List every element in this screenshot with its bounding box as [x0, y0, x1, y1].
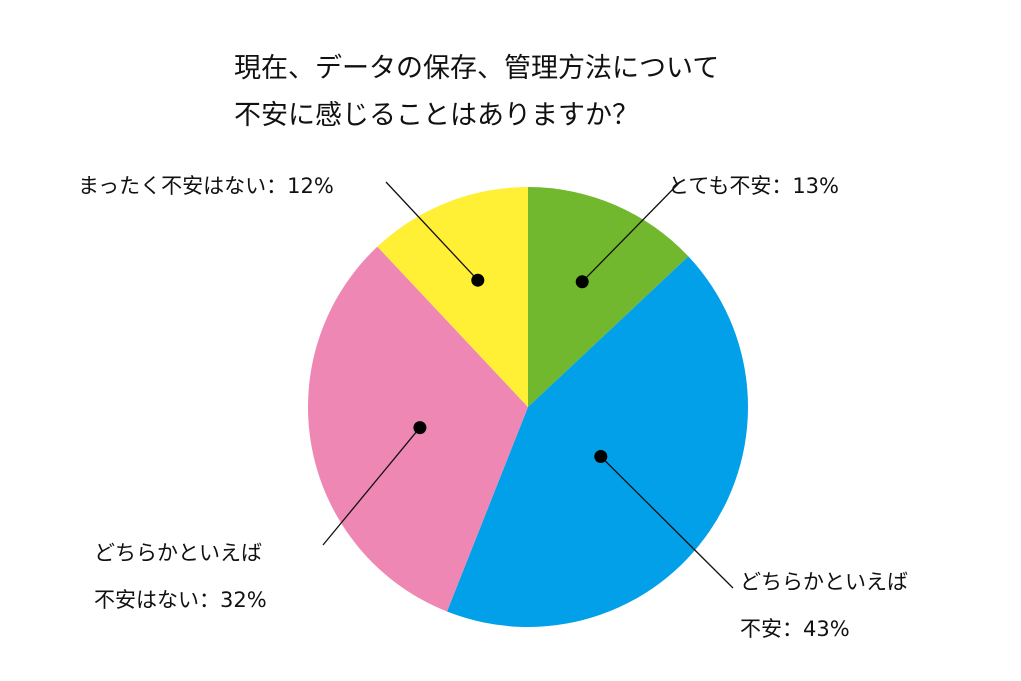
leader-line-2 [600, 456, 734, 589]
pie-slice-2 [447, 256, 748, 627]
slice-labels: とても不安：13%どちらかといえば不安：43%どちらかといえば不安はない：32%… [78, 174, 908, 641]
leader-lines [322, 181, 734, 589]
chart-title-line-2: 不安に感じることはありますか？ [234, 100, 639, 131]
data-label-slice-2-line-1: どちらかといえば [740, 570, 908, 594]
data-label-slice-1-line-1: とても不安：13% [668, 174, 839, 198]
pie-slices [308, 187, 748, 627]
data-label-slice-4-line-1: まったく不安はない：12% [78, 174, 334, 198]
data-label-slice-2-line-2: 不安：43% [740, 617, 850, 641]
leader-line-3 [322, 427, 421, 546]
leader-line-1 [581, 181, 681, 283]
pie-slice-4 [377, 187, 528, 407]
data-label-slice-3-line-1: どちらかといえば [94, 541, 262, 565]
leader-line-4 [385, 181, 479, 281]
chart-title-line-1: 現在、データの保存、管理方法について [234, 53, 719, 84]
data-label-slice-3-line-2: 不安はない：32% [94, 588, 267, 612]
leader-dot-4 [471, 273, 485, 287]
chart-title: 現在、データの保存、管理方法について 不安に感じることはありますか？ [234, 53, 719, 131]
pie-slice-1 [528, 187, 689, 407]
leader-dot-3 [413, 421, 427, 435]
leader-dot-1 [575, 275, 589, 289]
leader-dot-2 [594, 450, 608, 463]
